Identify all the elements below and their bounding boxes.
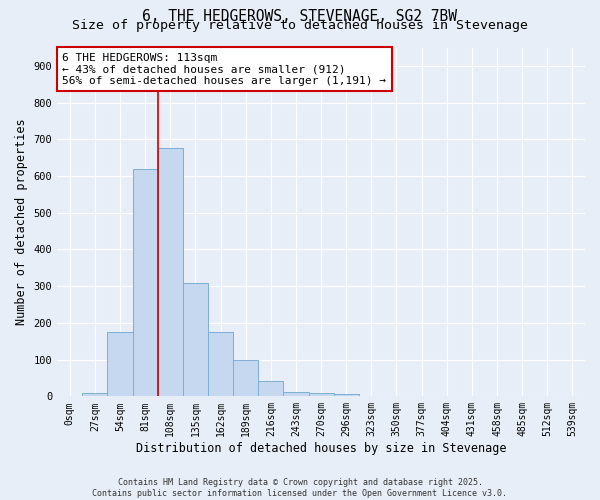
Bar: [107, 332, 133, 396]
Bar: [258, 381, 283, 396]
X-axis label: Distribution of detached houses by size in Stevenage: Distribution of detached houses by size …: [136, 442, 506, 455]
Bar: [283, 392, 308, 396]
Bar: [334, 394, 359, 396]
Bar: [82, 392, 107, 396]
Bar: [233, 360, 258, 397]
Text: Contains HM Land Registry data © Crown copyright and database right 2025.
Contai: Contains HM Land Registry data © Crown c…: [92, 478, 508, 498]
Bar: [208, 332, 233, 396]
Y-axis label: Number of detached properties: Number of detached properties: [15, 118, 28, 325]
Bar: [158, 148, 183, 396]
Text: 6 THE HEDGEROWS: 113sqm
← 43% of detached houses are smaller (912)
56% of semi-d: 6 THE HEDGEROWS: 113sqm ← 43% of detache…: [62, 52, 386, 86]
Bar: [183, 282, 208, 397]
Text: Size of property relative to detached houses in Stevenage: Size of property relative to detached ho…: [72, 19, 528, 32]
Text: 6, THE HEDGEROWS, STEVENAGE, SG2 7BW: 6, THE HEDGEROWS, STEVENAGE, SG2 7BW: [143, 9, 458, 24]
Bar: [308, 392, 334, 396]
Bar: [133, 168, 158, 396]
